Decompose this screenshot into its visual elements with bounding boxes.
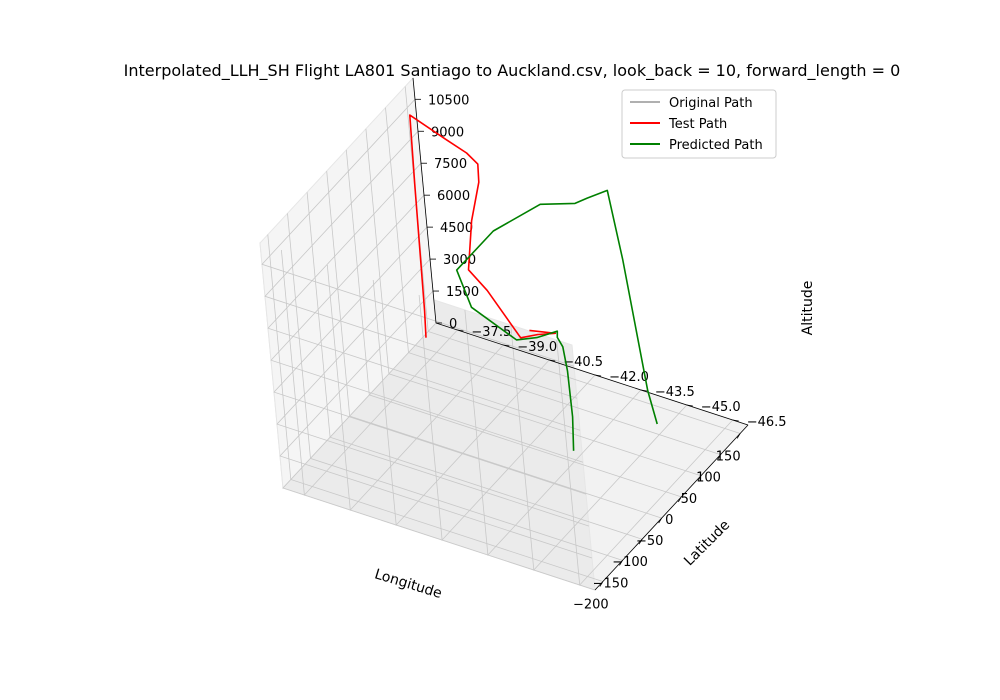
z-gridline bbox=[279, 290, 593, 559]
predicted-path-line bbox=[455, 189, 658, 451]
z-tick-label: 7500 bbox=[434, 157, 467, 172]
x-tick-mark bbox=[619, 560, 623, 566]
data-series bbox=[408, 114, 658, 451]
x-tick-mark bbox=[638, 539, 643, 545]
y-tick-label: −42.0 bbox=[609, 370, 649, 385]
legend-frame bbox=[621, 89, 777, 159]
y-tick-label: −43.5 bbox=[655, 385, 695, 400]
x-tick-label: 100 bbox=[696, 471, 721, 486]
y-tick-mark bbox=[594, 374, 602, 377]
z-gridline bbox=[273, 226, 587, 495]
z-gridline bbox=[276, 258, 590, 527]
x-axis-line bbox=[594, 424, 749, 591]
z-tick-label: 4500 bbox=[440, 221, 473, 236]
x-tick-label: −100 bbox=[612, 555, 648, 570]
y-axis-label: Latitude bbox=[681, 517, 733, 569]
z-gridline bbox=[264, 131, 578, 399]
z-tick-label: 0 bbox=[449, 317, 457, 332]
axes-ticks: −200−150−100−50050100150−46.5−45.0−43.5−… bbox=[412, 77, 787, 613]
x-tick-mark bbox=[736, 433, 741, 439]
x-tick-label: −200 bbox=[573, 598, 609, 613]
z-tick-label: 1500 bbox=[446, 285, 479, 300]
x-tick-mark bbox=[697, 475, 702, 481]
x-tick-label: 150 bbox=[716, 450, 741, 465]
y-axis-line bbox=[435, 322, 749, 426]
y-tick-mark bbox=[732, 419, 739, 422]
legend-label-original: Original Path bbox=[669, 96, 753, 111]
z-gridline bbox=[282, 322, 596, 591]
x-tick-mark bbox=[717, 454, 721, 460]
z-tick-label: 6000 bbox=[437, 189, 470, 204]
test-path-line bbox=[408, 114, 557, 339]
axes-grid bbox=[261, 86, 741, 591]
z-gridline bbox=[261, 99, 575, 367]
legend: Original Path Test Path Predicted Path bbox=[621, 89, 777, 159]
y-tick-mark bbox=[686, 404, 693, 407]
x-tick-label: −50 bbox=[636, 534, 663, 549]
y-tick-label: −40.5 bbox=[563, 355, 603, 370]
z-gridline bbox=[267, 162, 581, 431]
y-tick-label: −46.5 bbox=[747, 415, 787, 430]
y-tick-mark bbox=[457, 329, 464, 332]
x-tick-mark bbox=[677, 496, 682, 503]
y-tick-mark bbox=[549, 359, 556, 362]
x-tick-label: −150 bbox=[593, 576, 629, 591]
x-tick-label: 50 bbox=[681, 492, 698, 507]
x-tick-mark bbox=[599, 581, 604, 587]
x-tick-mark bbox=[658, 517, 663, 524]
z-tick-label: 10500 bbox=[428, 93, 469, 108]
y-tick-label: −39.0 bbox=[517, 340, 557, 355]
chart-title: Interpolated_LLH_SH Flight LA801 Santiag… bbox=[124, 61, 901, 81]
y-tick-label: −45.0 bbox=[701, 400, 741, 415]
x-axis-label: Longitude bbox=[373, 566, 444, 602]
z-axis-line bbox=[412, 77, 437, 324]
z-tick-label: 3000 bbox=[443, 253, 476, 268]
x-tick-label: 0 bbox=[665, 513, 673, 528]
z-gridline bbox=[270, 194, 584, 463]
y-tick-mark bbox=[640, 389, 648, 392]
legend-label-predicted: Predicted Path bbox=[669, 138, 763, 153]
z-axis-label: Altitude bbox=[800, 281, 816, 336]
z-tick-label: 9000 bbox=[431, 125, 464, 140]
y-tick-mark bbox=[503, 344, 510, 347]
legend-label-test: Test Path bbox=[668, 117, 727, 132]
